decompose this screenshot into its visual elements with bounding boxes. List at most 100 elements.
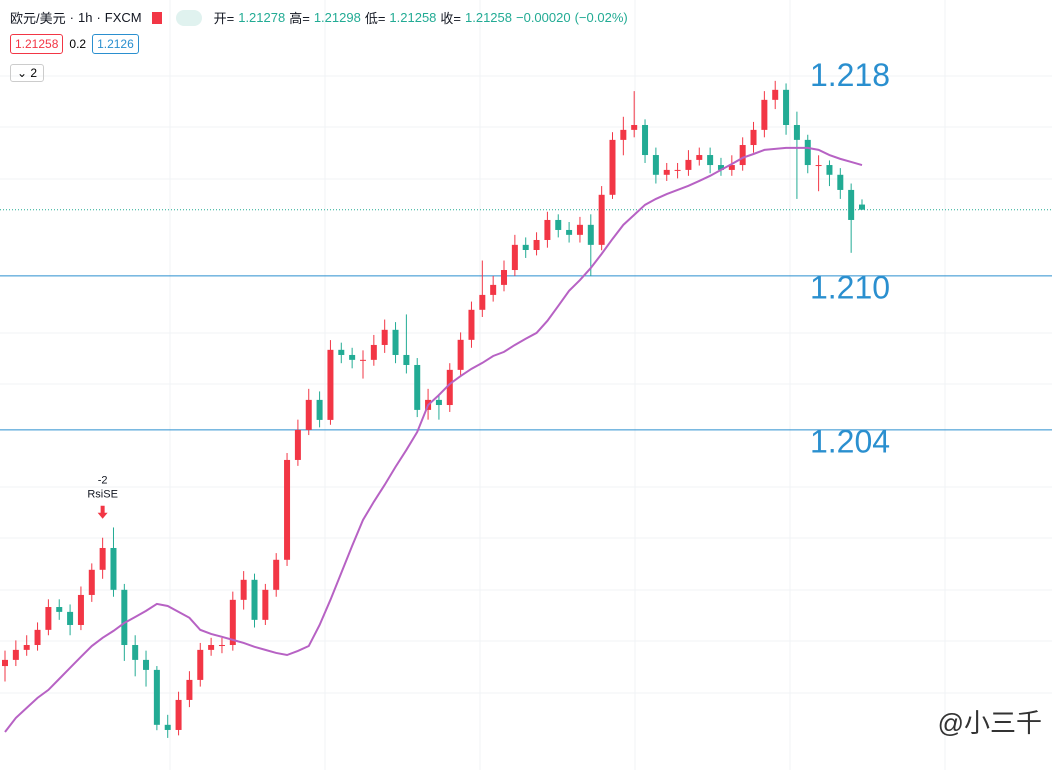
candle-body <box>2 659 8 667</box>
source: FXCM <box>104 10 142 25</box>
quote-row: 1.21258 0.2 1.2126 <box>10 34 139 54</box>
candle-body <box>587 224 594 245</box>
close-value: 1.21258 <box>465 10 512 25</box>
candle-body <box>229 599 236 646</box>
candle-body <box>663 169 670 175</box>
close-label: 收= <box>440 11 461 26</box>
candle-body <box>403 354 410 365</box>
candle-body <box>34 629 41 646</box>
candle-body <box>848 189 855 220</box>
candle-body <box>544 219 551 240</box>
candle-body <box>555 219 562 230</box>
candle-body <box>88 569 95 595</box>
candle-body <box>793 124 800 140</box>
candle-body <box>717 165 724 170</box>
candle-body <box>859 204 865 210</box>
candle-body <box>446 369 453 406</box>
open-label: 开= <box>213 11 235 26</box>
candle-body <box>359 359 366 361</box>
bid[interactable]: 1.21258 <box>10 34 64 54</box>
candle-body <box>490 284 497 295</box>
candle-body <box>739 145 746 166</box>
low-label: 低= <box>364 11 386 26</box>
moving-average <box>4 146 863 733</box>
signal-arrow <box>97 505 108 519</box>
candle-body <box>305 399 312 430</box>
open-value: 1.21278 <box>238 10 286 25</box>
candle-body <box>164 724 171 730</box>
indicator-collapse[interactable]: ⌄ 2 <box>10 64 45 82</box>
high-value: 1.21298 <box>313 10 361 25</box>
candle-body <box>598 194 605 245</box>
candle-body <box>56 607 63 612</box>
candle-body <box>316 399 323 420</box>
interval: 1h <box>77 10 93 25</box>
candle-body <box>23 645 30 650</box>
candle-body <box>566 229 573 235</box>
candle-body <box>153 669 160 725</box>
candle-body <box>208 645 215 650</box>
candle-body <box>45 607 52 630</box>
candle-body <box>479 294 486 310</box>
candle-body <box>294 429 301 460</box>
candle-body <box>132 645 139 660</box>
candle-body <box>457 339 464 370</box>
candle-body <box>468 309 475 340</box>
candle-body <box>327 349 334 420</box>
legend-header: 欧元/美元 · 1h · FXCM 开= 1.21278 高= 1.21298 低= 1.… <box>10 9 628 26</box>
candle-body <box>674 169 681 171</box>
candle-body <box>826 165 833 175</box>
signal-count: -2 <box>98 475 108 487</box>
candle-body <box>533 239 540 250</box>
level-label: 1.204 <box>810 423 890 459</box>
candle-body <box>349 354 356 360</box>
signal-name: RsiSE <box>87 489 118 501</box>
candle-body <box>685 159 692 170</box>
candle-body <box>381 329 388 345</box>
candle-body <box>251 579 258 620</box>
candle-body <box>783 89 790 125</box>
candle-body <box>338 349 345 355</box>
candle-body <box>99 547 106 570</box>
candle-body <box>804 139 811 166</box>
candle-body <box>707 155 714 166</box>
indicator-toggle[interactable] <box>175 9 202 26</box>
symbol: 欧元/美元 <box>10 11 66 26</box>
low-value: 1.21258 <box>389 10 437 25</box>
candle-body <box>750 129 757 146</box>
candle-body <box>696 155 703 160</box>
candle-body <box>414 364 421 410</box>
candle-body <box>522 244 529 250</box>
watermark: @小三千 <box>937 708 1042 738</box>
change-pct: (−0.02%) <box>574 10 628 25</box>
candle-body <box>197 649 204 680</box>
candle-body <box>77 594 84 625</box>
ask[interactable]: 1.2126 <box>92 34 139 54</box>
candle-body <box>273 559 280 590</box>
candle-body <box>620 129 627 140</box>
candle-body <box>67 611 74 625</box>
candle-body <box>642 124 649 156</box>
candle-body <box>815 165 822 167</box>
level-label: 1.210 <box>810 269 890 305</box>
candle-body <box>761 99 768 130</box>
candle-body <box>262 589 269 620</box>
candle-body <box>772 89 779 100</box>
candle-body <box>576 224 583 235</box>
candle-body <box>435 399 442 406</box>
flag-icon[interactable] <box>151 11 162 24</box>
indicator-count: 2 <box>30 66 38 80</box>
candle-body <box>186 679 193 700</box>
candle-body <box>110 547 117 590</box>
candle-body <box>12 649 19 660</box>
candle-body <box>501 270 508 285</box>
candle-body <box>652 155 659 175</box>
candle-body <box>392 329 399 355</box>
candle-body <box>728 165 735 170</box>
spread: 0.2 <box>69 37 87 51</box>
candle-body <box>631 124 638 130</box>
level-label: 1.218 <box>810 57 890 93</box>
candle-body <box>121 589 128 646</box>
